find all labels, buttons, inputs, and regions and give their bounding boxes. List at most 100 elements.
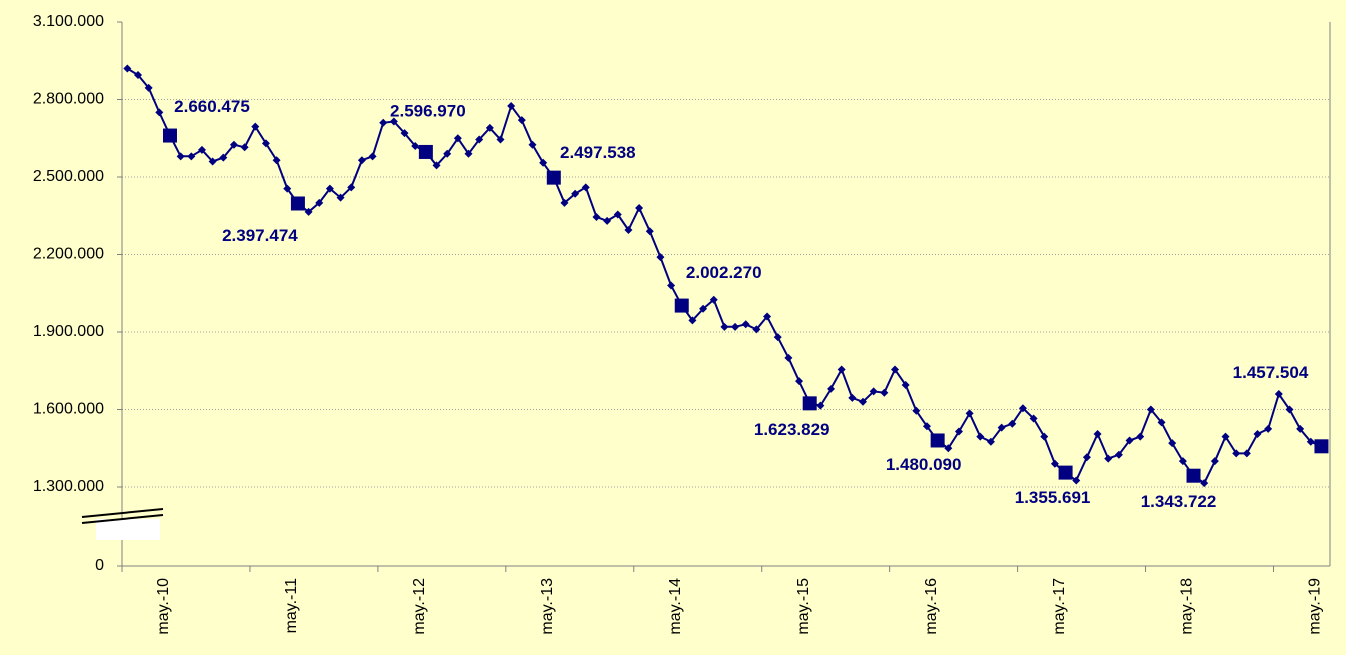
axis-break-mark xyxy=(81,508,164,518)
highlight-marker xyxy=(418,144,433,159)
marker xyxy=(485,123,494,132)
value-label: 1.457.504 xyxy=(1233,363,1309,382)
marker xyxy=(592,213,601,222)
x-tick-label: may.-14 xyxy=(667,578,684,635)
marker xyxy=(475,135,484,144)
x-tick-label: may.-19 xyxy=(1307,578,1324,635)
marker xyxy=(1274,390,1283,398)
marker xyxy=(901,380,910,389)
marker xyxy=(1178,457,1187,466)
value-label: 1.355.691 xyxy=(1015,488,1091,507)
x-tick-label: may.-13 xyxy=(539,578,556,635)
marker xyxy=(560,198,569,207)
x-tick-label: may.-10 xyxy=(155,578,172,635)
marker xyxy=(432,161,441,170)
marker xyxy=(912,406,921,415)
marker xyxy=(1104,454,1113,463)
plot-area xyxy=(122,22,1330,566)
marker xyxy=(240,143,249,152)
y-tick-label: 3.100.000 xyxy=(33,13,104,30)
marker xyxy=(581,183,590,192)
marker xyxy=(1029,414,1038,423)
marker xyxy=(261,139,270,148)
highlight-marker xyxy=(546,170,561,185)
marker xyxy=(1146,405,1155,414)
marker xyxy=(880,388,889,397)
marker xyxy=(795,377,804,386)
marker xyxy=(741,320,750,329)
marker xyxy=(976,432,985,441)
marker xyxy=(144,83,153,92)
marker xyxy=(848,393,857,402)
marker xyxy=(368,152,377,161)
marker xyxy=(1210,457,1219,466)
marker xyxy=(986,437,995,446)
marker xyxy=(539,158,548,167)
marker xyxy=(784,353,793,362)
marker xyxy=(315,198,324,207)
marker xyxy=(1242,449,1251,458)
x-tick-label: may.-18 xyxy=(1179,578,1196,635)
marker xyxy=(699,304,708,313)
marker xyxy=(1136,432,1145,441)
marker xyxy=(752,325,761,334)
marker xyxy=(1253,430,1262,439)
marker xyxy=(954,427,963,436)
marker xyxy=(496,135,505,144)
x-tick-label: may.-15 xyxy=(795,578,812,635)
grid xyxy=(122,99,1330,488)
marker xyxy=(816,401,825,410)
marker xyxy=(155,108,164,117)
y-tick-label: 2.500.000 xyxy=(33,168,104,185)
highlight-marker xyxy=(1314,439,1329,454)
marker xyxy=(197,145,206,154)
marker xyxy=(1082,453,1091,462)
marker xyxy=(1296,424,1305,433)
value-label: 2.596.970 xyxy=(390,101,466,120)
marker xyxy=(133,70,142,79)
value-label: 2.002.270 xyxy=(686,263,762,282)
marker xyxy=(667,281,676,290)
highlight-marker xyxy=(162,128,177,143)
marker xyxy=(731,322,740,331)
highlight-marker xyxy=(802,396,817,411)
marker xyxy=(869,387,878,396)
marker xyxy=(688,316,697,325)
marker xyxy=(357,156,366,165)
marker xyxy=(944,444,953,453)
marker xyxy=(656,253,665,262)
axis-break-mark xyxy=(81,514,164,524)
marker xyxy=(325,184,334,193)
marker xyxy=(400,129,409,138)
value-label: 2.397.474 xyxy=(222,226,298,245)
marker xyxy=(1221,432,1230,441)
marker xyxy=(251,122,260,131)
marker xyxy=(1232,449,1241,458)
highlight-marker xyxy=(290,196,305,211)
marker xyxy=(645,227,654,236)
marker xyxy=(507,101,516,110)
marker xyxy=(411,142,420,150)
labels: 2.660.475 2.397.474 2.596.970 2.497.538 2.00… xyxy=(174,97,1309,511)
marker xyxy=(176,152,185,161)
value-label: 2.660.475 xyxy=(174,97,250,116)
marker xyxy=(1306,437,1315,446)
marker xyxy=(1285,405,1294,414)
axis-break-gap xyxy=(96,519,160,540)
marker xyxy=(1200,479,1209,488)
marker xyxy=(1093,430,1102,439)
x-ticks: may.-10 may.-11 may.-12 may.-13 may.-14 may.-… xyxy=(121,566,1324,635)
highlight-marker xyxy=(930,433,945,448)
marker xyxy=(890,365,899,374)
marker xyxy=(272,156,281,165)
marker xyxy=(336,193,345,202)
marker xyxy=(453,134,462,143)
marker xyxy=(1050,459,1059,468)
value-label: 1.343.722 xyxy=(1141,492,1217,511)
marker xyxy=(304,207,313,216)
marker xyxy=(379,118,388,127)
marker xyxy=(603,216,612,225)
y-tick-label: 1.900.000 xyxy=(33,323,104,340)
